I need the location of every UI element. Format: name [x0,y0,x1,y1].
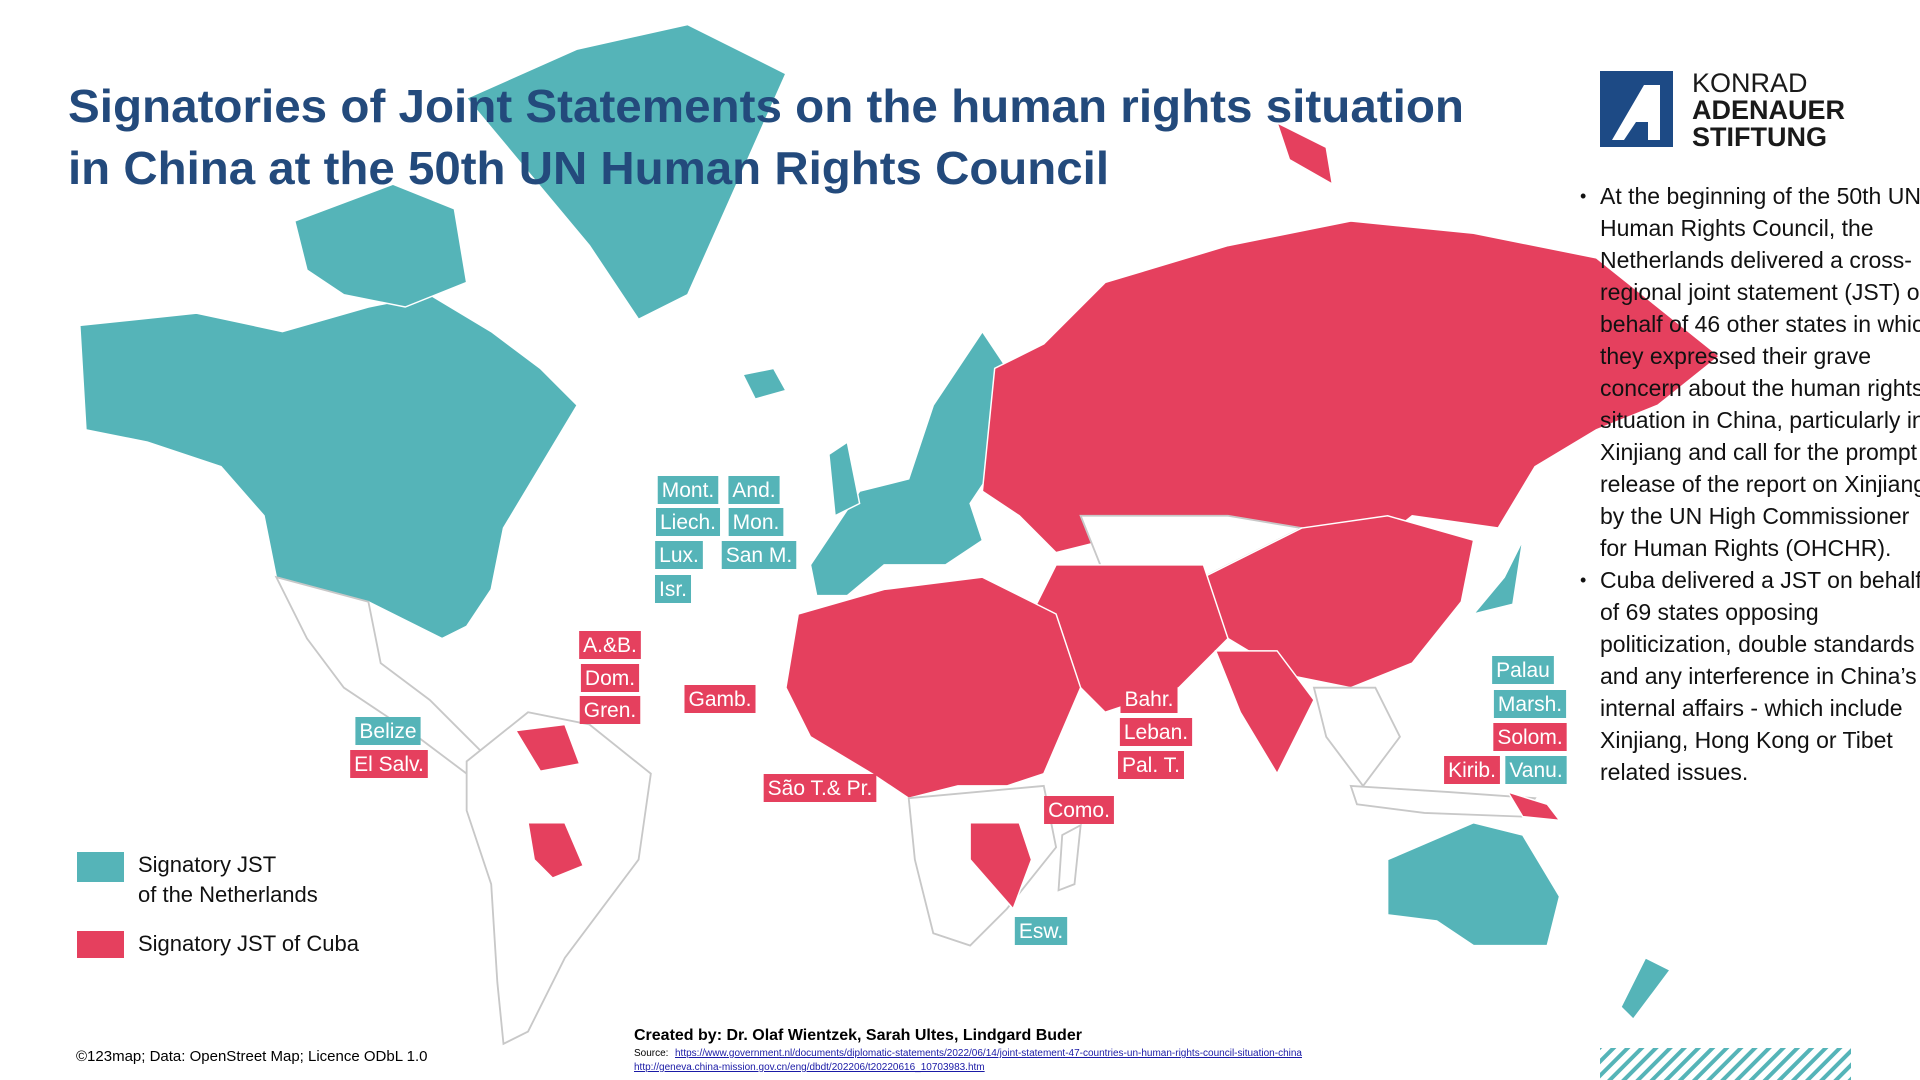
bullet: Cuba delivered a JST on behalf of 69 sta… [1580,564,1920,788]
label-box [1505,756,1567,784]
legend-label: Signatory JST of Cuba [138,931,360,956]
bullet-list: At the beginning of the 50th UN Human Ri… [1578,180,1920,788]
credits: Created by: Dr. Olaf Wientzek, Sarah Ult… [634,1027,1082,1044]
label-box [580,664,640,692]
source-link[interactable]: https://www.government.nl/documents/dipl… [675,1048,1302,1059]
label-box [1014,917,1068,945]
country-label: Esw. [1019,920,1063,943]
country-label: Gren. [584,699,637,722]
legend-swatch [77,852,124,882]
uk [828,440,861,517]
label-box [763,774,877,802]
country-label: Solom. [1497,726,1562,749]
label-box [721,541,797,569]
title-line: in China at the 50th UN Human Rights Cou… [68,142,1109,194]
legend-label: Signatory JST [138,852,276,877]
label-box [1492,656,1554,684]
label-box [728,508,784,536]
north-africa [785,576,1082,799]
label-box [655,541,703,569]
png [1506,790,1562,822]
north-america [79,293,579,640]
legend-label: of the Netherlands [138,882,318,907]
label-box [1493,690,1567,718]
country-label: Como. [1048,799,1110,822]
country-label: Isr. [659,578,687,601]
greenland [465,23,787,321]
country-label: Leban. [1124,721,1188,744]
title-line: Signatories of Joint Statements on the h… [68,80,1464,132]
country-label: Bahr. [1124,688,1173,711]
country-label: Kirib. [1448,759,1496,782]
australia [1386,821,1561,947]
logo: KONRAD ADENAUER STIFTUNG [1600,68,1845,152]
indonesia [1349,784,1537,818]
country-label: Palau [1496,659,1550,682]
arctic-islands [293,183,468,308]
hatch-decoration [1600,1048,1851,1080]
world-map [79,23,1721,1046]
logo-letter [1612,85,1660,140]
country-label: San M. [726,544,793,567]
country-label: Marsh. [1498,693,1562,716]
label-box [1120,685,1178,713]
country-label: El Salv. [354,753,424,776]
country-label: Mon. [733,511,780,534]
bolivia [527,822,585,879]
label-box [1119,718,1193,746]
source-link[interactable]: http://geneva.china-mission.gov.cn/eng/d… [634,1062,985,1073]
country-label: Gamb. [688,688,751,711]
label-box [350,750,428,778]
legend: Signatory JST of the Netherlands Signatory… [77,852,360,958]
country-label: Lux. [659,544,699,567]
label-box [1118,751,1184,779]
country-labels: Mont. And. Liech. Mon. Lux. San M. Isr. A.&B. Do… [350,476,1567,945]
europe [809,330,1008,597]
label-box [579,631,641,659]
iceland [741,367,788,400]
new-zealand [1620,956,1672,1021]
southeast-asia [1312,686,1401,788]
source-label: Source: [634,1048,668,1059]
logo-text: STIFTUNG [1692,122,1827,152]
country-label: Dom. [585,667,635,690]
madagascar [1057,823,1082,892]
novaya-zemlya [1275,121,1334,186]
label-box [1044,796,1114,824]
india [1214,650,1315,776]
legend-swatch [77,931,124,958]
label-box [1493,723,1567,751]
label-box [684,685,756,713]
logo-text: ADENAUER [1692,95,1845,125]
label-box [657,476,719,504]
mozambique [969,822,1033,911]
country-label: São T.& Pr. [768,777,873,800]
japan [1471,539,1524,616]
country-label: Vanu. [1509,759,1562,782]
country-label: A.&B. [583,634,637,657]
south-america [465,711,652,1046]
country-label: Mont. [662,479,715,502]
country-label: And. [732,479,775,502]
country-label: Belize [359,720,416,743]
label-box [728,476,780,504]
label-box [355,717,421,745]
copyright: ©123map; Data: OpenStreet Map; Licence O… [76,1048,428,1065]
logo-text: KONRAD [1692,68,1808,98]
bullet: At the beginning of the 50th UN Human Ri… [1580,180,1920,564]
country-label: Pal. T. [1122,754,1180,777]
label-box [655,508,721,536]
venezuela [514,723,581,773]
label-box [579,696,641,724]
country-label: Liech. [660,511,716,534]
label-box [654,575,692,603]
label-box [1444,756,1500,784]
